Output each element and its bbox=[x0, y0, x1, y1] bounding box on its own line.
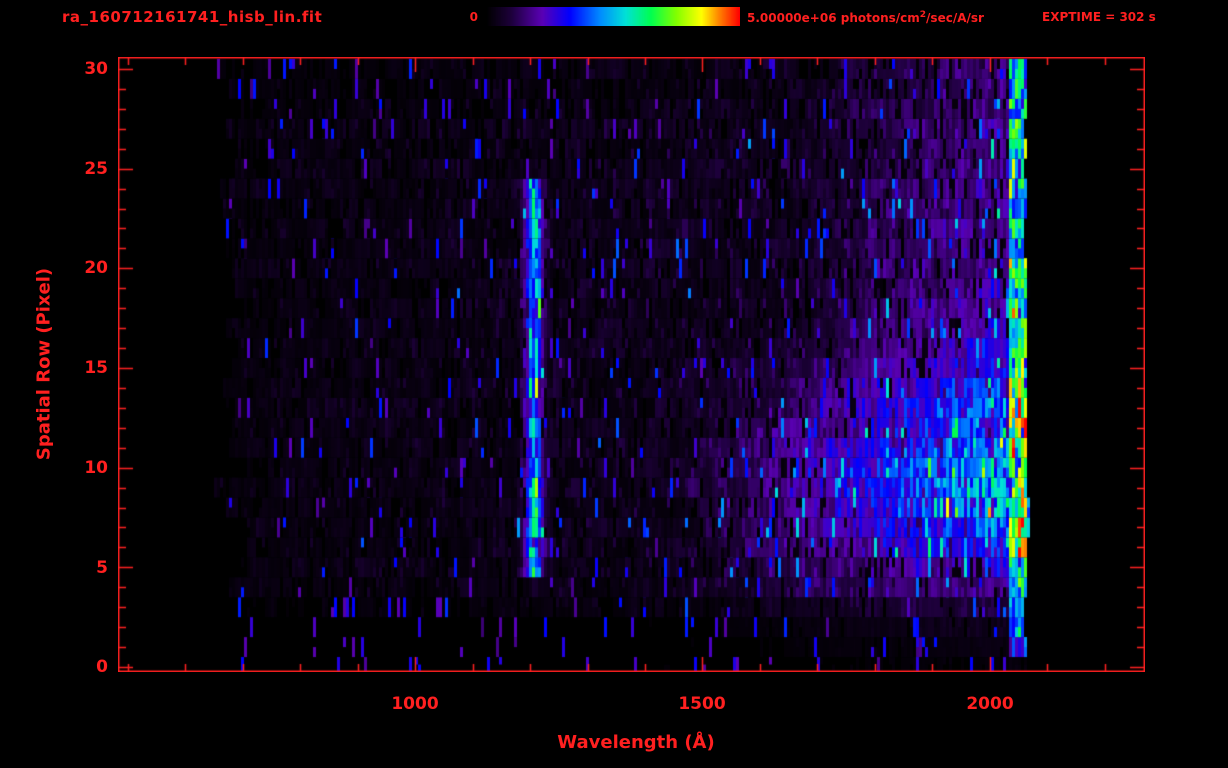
colorbar-max-label-units: /sec/A/sr bbox=[926, 11, 984, 25]
x-axis-label: Wavelength (Å) bbox=[557, 732, 715, 753]
colorbar-max-label: 5.00000e+06 photons/cm2/sec/A/sr bbox=[747, 10, 984, 25]
colorbar-gradient bbox=[486, 7, 740, 26]
x-tick-label: 2000 bbox=[966, 694, 1014, 714]
y-tick-label: 0 bbox=[96, 657, 108, 677]
colorbar-min-label: 0 bbox=[469, 10, 478, 24]
plot-title: ra_160712161741_hisb_lin.fit bbox=[62, 8, 323, 26]
y-tick-label: 20 bbox=[84, 258, 108, 278]
y-tick-label: 30 bbox=[84, 59, 108, 79]
exposure-time-label: EXPTIME = 302 s bbox=[1042, 10, 1156, 24]
y-tick-label: 25 bbox=[84, 159, 108, 179]
y-tick-label: 5 bbox=[96, 558, 108, 578]
colorbar-max-label-text: 5.00000e+06 photons/cm bbox=[747, 11, 920, 25]
y-tick-label: 15 bbox=[84, 358, 108, 378]
colorbar-max-label-superscript: 2 bbox=[919, 10, 927, 20]
y-axis-label: Spatial Row (Pixel) bbox=[33, 267, 55, 461]
y-tick-label: 10 bbox=[84, 458, 108, 478]
spectral-heatmap-canvas bbox=[118, 57, 1145, 672]
x-tick-label: 1000 bbox=[391, 694, 439, 714]
x-tick-label: 1500 bbox=[678, 694, 726, 714]
